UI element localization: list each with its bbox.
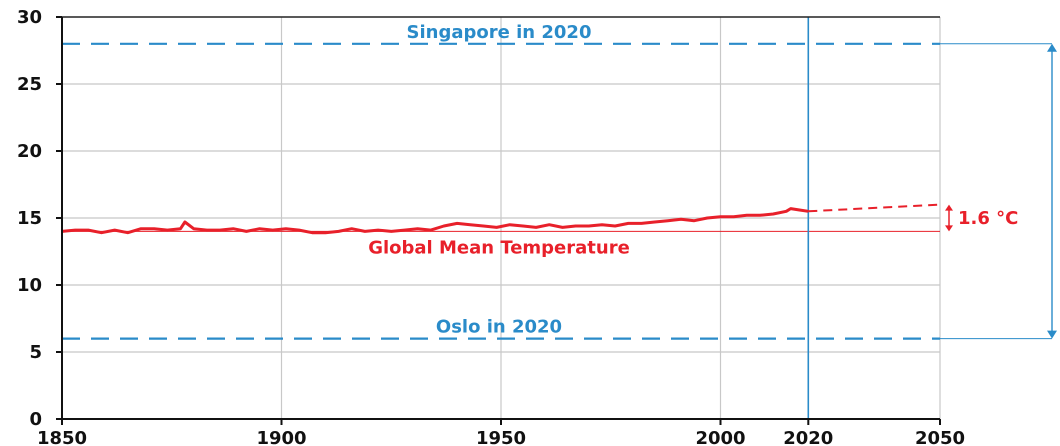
warming-arrowhead-top xyxy=(945,204,953,211)
x-tick-label: 1950 xyxy=(476,428,526,446)
singapore-label: Singapore in 2020 xyxy=(407,22,592,43)
range-arrowhead-bottom xyxy=(1047,330,1057,339)
series-line xyxy=(61,207,809,235)
x-tick-label: 1900 xyxy=(256,428,306,446)
axes: 0 5 10 15 20 25 30 1850 1900 1950 2000 2020 2050 xyxy=(17,7,965,446)
labels: Singapore in 2020 Oslo in 2020 Global Me… xyxy=(368,22,1018,338)
warming-arrowhead-bottom xyxy=(945,225,953,232)
oslo-label: Oslo in 2020 xyxy=(436,317,562,338)
y-tick-label: 25 xyxy=(17,74,42,95)
x-tick-label: 1850 xyxy=(37,428,87,446)
series-layer xyxy=(61,203,953,235)
warming-label: 1.6 °C xyxy=(958,208,1018,229)
grid xyxy=(62,17,941,419)
x-tick-label: 2000 xyxy=(695,428,745,446)
range-arrowhead-top xyxy=(1047,43,1057,52)
y-tick-label: 15 xyxy=(17,208,42,229)
y-tick-label: 30 xyxy=(17,7,42,28)
y-tick-label: 20 xyxy=(17,141,42,162)
y-tick-label: 10 xyxy=(17,275,42,296)
y-tick-label: 0 xyxy=(29,409,42,430)
x-tick-label: 2020 xyxy=(783,428,833,446)
projection-line xyxy=(808,203,941,213)
series-label: Global Mean Temperature xyxy=(368,237,630,258)
y-tick-label: 5 xyxy=(29,342,42,363)
x-tick-label: 2050 xyxy=(915,428,965,446)
